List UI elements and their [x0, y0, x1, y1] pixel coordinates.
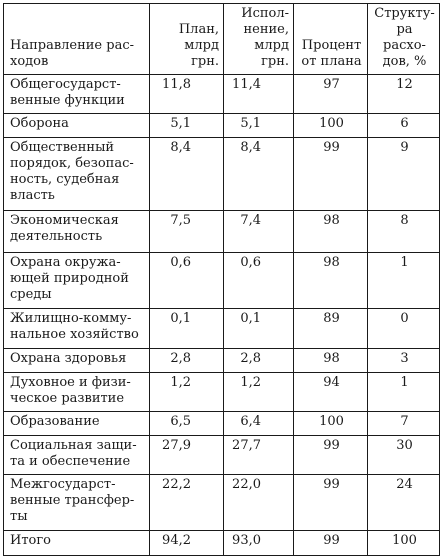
cell-execution: 7,4 — [223, 209, 294, 253]
header-plan: План, млрд грн. — [149, 3, 224, 75]
cell-direction: Общественный порядок, безопас- ность, су… — [3, 137, 150, 211]
cell-percent: 94 — [293, 371, 368, 412]
cell-percent: 98 — [293, 209, 368, 253]
cell-structure: 12 — [367, 74, 440, 114]
table-row: Оборона 5,1 5,1 100 6 — [3, 112, 440, 139]
cell-execution: 27,7 — [223, 434, 294, 475]
table-row: Межгосударст- венные трансфер- ты 22,2 22,… — [3, 473, 440, 531]
cell-structure: 6 — [367, 112, 440, 139]
header-direction: Направление рас- ходов — [3, 3, 150, 75]
cell-plan: 22,2 — [149, 473, 224, 531]
cell-plan: 8,4 — [149, 137, 224, 211]
cell-direction: Социальная защи- та и обеспечение — [3, 434, 150, 475]
cell-execution: 1,2 — [223, 371, 294, 412]
cell-percent: 99 — [293, 434, 368, 475]
cell-structure: 1 — [367, 371, 440, 412]
cell-plan: 7,5 — [149, 209, 224, 253]
cell-plan: 6,5 — [149, 410, 224, 436]
cell-plan: 27,9 — [149, 434, 224, 475]
cell-execution: 0,1 — [223, 307, 294, 349]
cell-structure: 0 — [367, 307, 440, 349]
cell-plan: 0,6 — [149, 251, 224, 309]
cell-structure: 24 — [367, 473, 440, 531]
table-row: Жилищно-комму- нальное хозяйство 0,1 0,1 89… — [3, 307, 440, 349]
cell-plan: 94,2 — [149, 529, 224, 557]
cell-structure: 30 — [367, 434, 440, 475]
cell-percent: 99 — [293, 137, 368, 211]
table-row: Образование 6,5 6,4 100 7 — [3, 410, 440, 436]
header-structure: Структу- ра расхо- дов, % — [367, 3, 440, 75]
table-row: Итого 94,2 93,0 99 100 — [3, 529, 440, 557]
cell-structure: 100 — [367, 529, 440, 557]
table-row: Охрана окружа- ющей природной среды 0,6 0,… — [3, 251, 440, 309]
cell-direction: Оборона — [3, 112, 150, 139]
header-percent: Процент от плана — [293, 3, 368, 75]
cell-structure: 1 — [367, 251, 440, 309]
cell-plan: 1,2 — [149, 371, 224, 412]
table-row: Общегосударст- венные функции 11,8 11,4 97 1… — [3, 74, 440, 114]
cell-plan: 5,1 — [149, 112, 224, 139]
cell-direction: Межгосударст- венные трансфер- ты — [3, 473, 150, 531]
cell-structure: 9 — [367, 137, 440, 211]
budget-expenditure-table: Направление рас- ходов План, млрд грн. И… — [3, 3, 440, 557]
header-row: Направление рас- ходов План, млрд грн. И… — [3, 3, 440, 75]
header-execution: Испол- нение, млрд грн. — [223, 3, 294, 75]
table-row: Общественный порядок, безопас- ность, су… — [3, 137, 440, 211]
cell-percent: 99 — [293, 473, 368, 531]
cell-plan: 2,8 — [149, 347, 224, 373]
cell-percent: 97 — [293, 74, 368, 114]
cell-percent: 89 — [293, 307, 368, 349]
cell-execution: 0,6 — [223, 251, 294, 309]
cell-direction: Образование — [3, 410, 150, 436]
cell-structure: 7 — [367, 410, 440, 436]
cell-direction: Итого — [3, 529, 150, 557]
cell-execution: 11,4 — [223, 74, 294, 114]
table-body: Общегосударст- венные функции 11,8 11,4 97 1… — [3, 74, 440, 557]
cell-direction: Жилищно-комму- нальное хозяйство — [3, 307, 150, 349]
cell-plan: 0,1 — [149, 307, 224, 349]
table-row: Экономическая деятельность 7,5 7,4 98 8 — [3, 209, 440, 253]
cell-percent: 100 — [293, 112, 368, 139]
cell-execution: 6,4 — [223, 410, 294, 436]
cell-direction: Экономическая деятельность — [3, 209, 150, 253]
cell-execution: 22,0 — [223, 473, 294, 531]
table-row: Социальная защи- та и обеспечение 27,9 27,… — [3, 434, 440, 475]
table-row: Духовное и физи- ческое развитие 1,2 1,2 94… — [3, 371, 440, 412]
cell-structure: 3 — [367, 347, 440, 373]
table-row: Охрана здоровья 2,8 2,8 98 3 — [3, 347, 440, 373]
cell-execution: 93,0 — [223, 529, 294, 557]
cell-plan: 11,8 — [149, 74, 224, 114]
cell-percent: 99 — [293, 529, 368, 557]
cell-execution: 2,8 — [223, 347, 294, 373]
cell-percent: 98 — [293, 347, 368, 373]
cell-execution: 8,4 — [223, 137, 294, 211]
cell-execution: 5,1 — [223, 112, 294, 139]
cell-direction: Охрана здоровья — [3, 347, 150, 373]
cell-direction: Духовное и физи- ческое развитие — [3, 371, 150, 412]
cell-percent: 98 — [293, 251, 368, 309]
cell-direction: Общегосударст- венные функции — [3, 74, 150, 114]
cell-percent: 100 — [293, 410, 368, 436]
cell-direction: Охрана окружа- ющей природной среды — [3, 251, 150, 309]
cell-structure: 8 — [367, 209, 440, 253]
